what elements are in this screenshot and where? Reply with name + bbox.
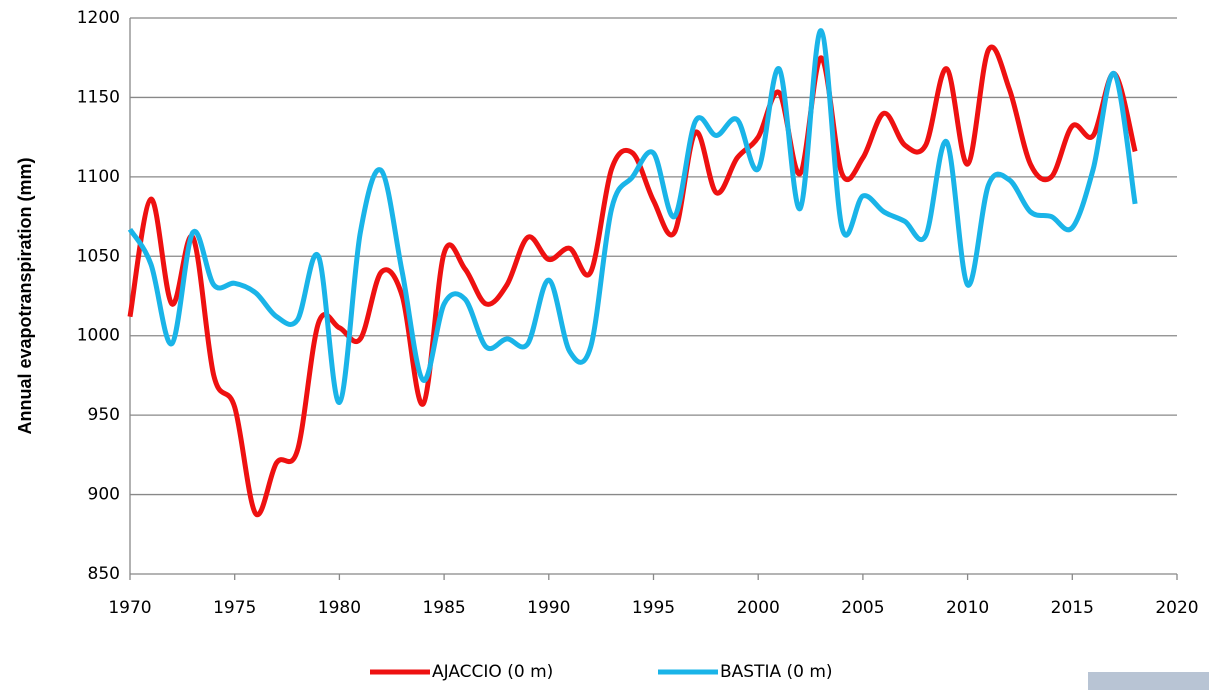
legend-label: AJACCIO (0 m): [432, 662, 553, 682]
x-tick-label: 2005: [841, 598, 884, 618]
y-tick-label: 850: [88, 564, 120, 584]
x-tick-label: 1990: [527, 598, 570, 618]
y-tick-label: 1050: [77, 246, 120, 266]
y-tick-label: 900: [88, 485, 120, 505]
series-line: [127, 44, 1138, 518]
series-line: [127, 28, 1138, 405]
y-tick-label: 1100: [77, 167, 120, 187]
x-tick-label: 1985: [422, 598, 465, 618]
x-tick-label: 1980: [318, 598, 361, 618]
x-tick-label: 2015: [1051, 598, 1094, 618]
y-tick-label: 1150: [77, 87, 120, 107]
x-tick-label: 1975: [213, 598, 256, 618]
y-tick-label: 950: [88, 405, 120, 425]
x-tick-label: 2010: [946, 598, 989, 618]
x-tick-label: 2020: [1155, 598, 1198, 618]
x-tick-label: 1970: [108, 598, 151, 618]
legend-label: BASTIA (0 m): [720, 662, 833, 682]
x-tick-label: 1995: [632, 598, 675, 618]
x-tick-label: 2000: [737, 598, 780, 618]
y-axis-label: Annual evapotranspiration (mm): [15, 157, 35, 434]
y-tick-label: 1000: [77, 326, 120, 346]
y-tick-label: 1200: [77, 8, 120, 28]
corner-image: [1088, 672, 1209, 690]
